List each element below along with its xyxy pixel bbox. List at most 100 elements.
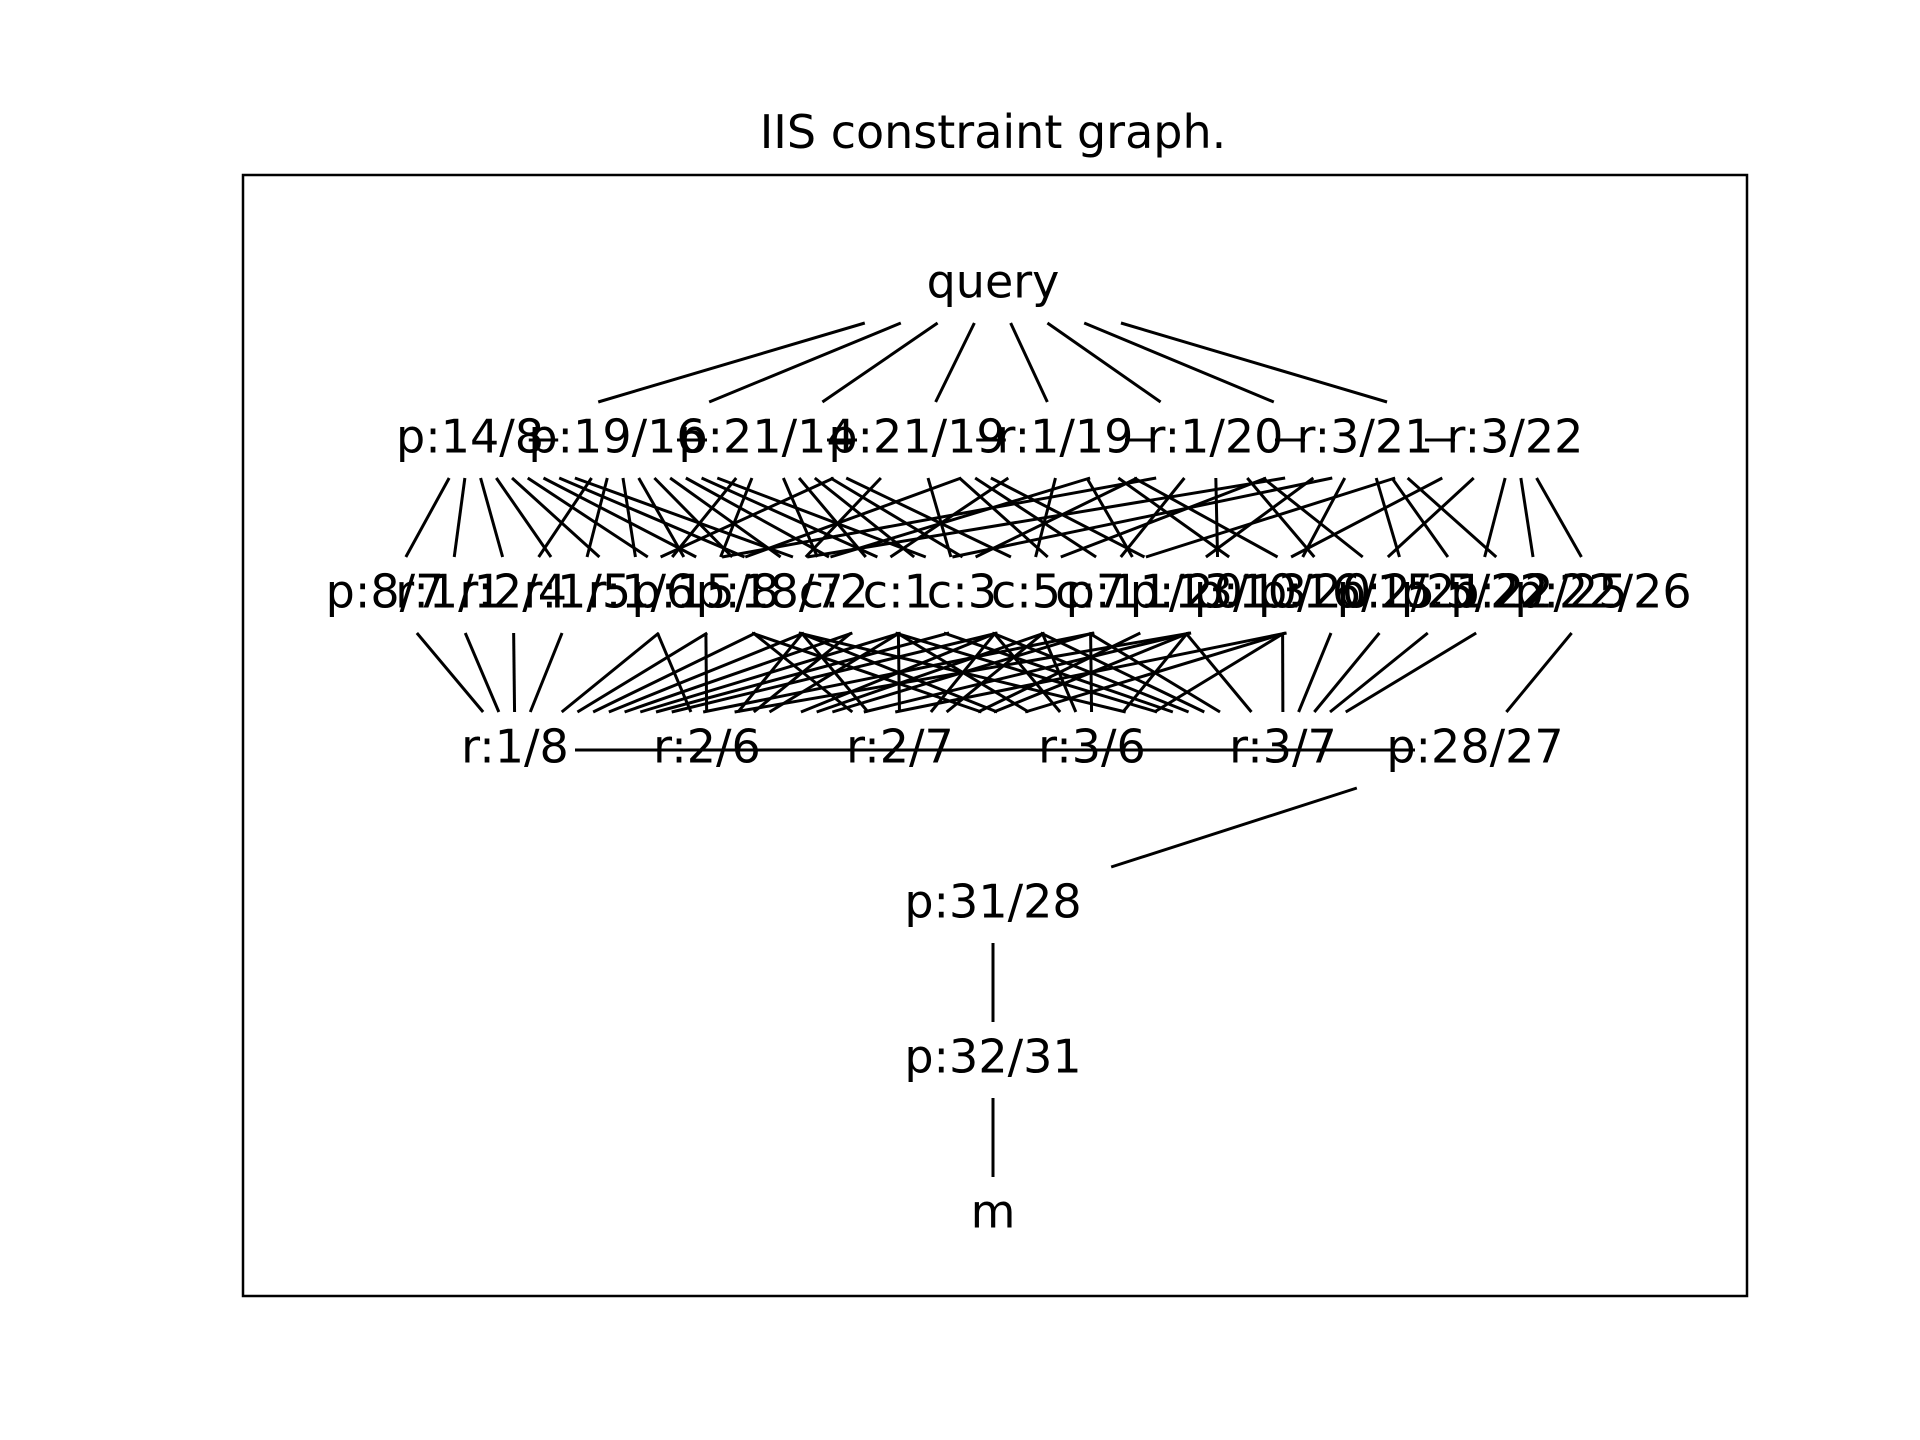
edge-r1_20-p13_13 bbox=[1214, 477, 1220, 558]
node-label-p8_7: p:8/7 bbox=[326, 565, 445, 619]
edge-p14_8-c1 bbox=[574, 476, 794, 559]
node-label-p10_20: p:10/20 bbox=[1194, 565, 1371, 619]
edge-p5_22-r3_7 bbox=[1329, 631, 1429, 714]
node-label-p21_19: p:21/19 bbox=[828, 410, 1005, 464]
node-label-r2_4: r:2/4 bbox=[459, 565, 567, 619]
node-label-r3_22: r:3/22 bbox=[1447, 410, 1584, 464]
node-label-r1_5: r:1/5 bbox=[523, 565, 631, 619]
edge-p21_19-p13_13 bbox=[990, 476, 1146, 559]
edge-r1_19-r1_6 bbox=[744, 476, 962, 559]
edge-r3_22-p18_7 bbox=[952, 476, 1333, 559]
edge-p21_14-p15_8 bbox=[719, 477, 754, 558]
edge-c7-r1_8 bbox=[655, 631, 950, 714]
edge-query-r3_22 bbox=[1120, 321, 1388, 404]
edge-query-r3_21 bbox=[1083, 321, 1275, 404]
edge-p10_20-r1_8 bbox=[702, 631, 1095, 714]
edge-p2_21-r3_7 bbox=[1313, 632, 1381, 713]
edge-r3_21-p11_20 bbox=[1205, 476, 1315, 559]
node-label-query: query bbox=[927, 255, 1060, 309]
node-label-p5_22: p:5/22 bbox=[1401, 565, 1549, 619]
edge-r1_1-r1_8 bbox=[463, 632, 501, 713]
edge-r1_19-p10_20 bbox=[1117, 476, 1231, 559]
edge-r1_20-c1 bbox=[974, 476, 1138, 559]
edge-p14_8-r1_6 bbox=[511, 476, 601, 559]
edge-p2_21-r1_8 bbox=[734, 631, 1192, 714]
edge-p2_21-r2_7 bbox=[1024, 631, 1286, 714]
edge-r3_22-p22_26 bbox=[1535, 477, 1583, 558]
edge-p28_27-p31_28 bbox=[1110, 786, 1358, 869]
node-label-p13_13: p:13/13 bbox=[1130, 565, 1307, 619]
node-label-p14_8: p:14/8 bbox=[396, 410, 544, 464]
node-label-p22_26: p:22/26 bbox=[1514, 565, 1691, 619]
node-label-r3_7: r:3/7 bbox=[1229, 720, 1337, 774]
edge-p14_8-r1_1 bbox=[452, 477, 467, 558]
edge-query-p14_8 bbox=[597, 321, 866, 404]
edge-query-p21_14 bbox=[821, 321, 939, 404]
edge-p21_14-c3 bbox=[813, 476, 916, 559]
edge-r3_22-p13_13 bbox=[1290, 476, 1443, 559]
figure-title: IIS constraint graph. bbox=[760, 105, 1227, 159]
node-label-p2_21: p:2/21 bbox=[1337, 565, 1485, 619]
node-label-r1_1: r:1/1 bbox=[395, 565, 503, 619]
edge-r3_22-p16_15 bbox=[1386, 476, 1475, 559]
edge-p11_20-r1_8 bbox=[671, 631, 998, 714]
node-label-r1_19: r:1/19 bbox=[997, 410, 1134, 464]
edge-p16_15-r3_6 bbox=[1153, 631, 1285, 714]
edge-query-r1_20 bbox=[1046, 321, 1162, 404]
node-label-p16_15: p:16/15 bbox=[1258, 565, 1435, 619]
edge-r3_22-c5 bbox=[1145, 476, 1396, 559]
edge-query-p19_16 bbox=[708, 321, 902, 404]
node-label-p22_25: p:22/25 bbox=[1450, 565, 1627, 619]
edge-p14_8-p15_8 bbox=[526, 476, 649, 559]
edge-query-r1_19 bbox=[1009, 322, 1049, 403]
node-label-r2_6: r:2/6 bbox=[653, 720, 761, 774]
edge-c1-r1_8 bbox=[608, 631, 805, 714]
edge-r1_20-p2_21 bbox=[1262, 476, 1364, 559]
node-label-c3: c:3 bbox=[927, 565, 997, 619]
edge-r3_21-p2_21 bbox=[1374, 477, 1401, 558]
edge-p19_16-c2 bbox=[669, 476, 782, 559]
edge-p19_16-c1 bbox=[685, 476, 830, 559]
edge-p21_19-r1_5 bbox=[659, 476, 835, 559]
node-label-r3_21: r:3/21 bbox=[1297, 410, 1434, 464]
edge-p19_16-c3 bbox=[700, 476, 878, 559]
edge-p11_20-r2_6 bbox=[816, 631, 1046, 714]
edge-p14_8-r2_4 bbox=[479, 477, 505, 558]
node-label-r3_6: r:3/6 bbox=[1038, 720, 1146, 774]
edge-p18_7-r1_8 bbox=[576, 631, 708, 714]
edge-p22_25-r3_7 bbox=[1344, 631, 1477, 714]
edge-c5-r1_8 bbox=[639, 631, 902, 714]
edge-p21_19-p18_7 bbox=[804, 476, 882, 559]
edge-r3_21-p22_25 bbox=[1406, 476, 1498, 559]
node-label-r1_8: r:1/8 bbox=[461, 720, 569, 774]
edge-p19_16-r1_5 bbox=[585, 477, 609, 558]
edge-p15_8-r1_8 bbox=[560, 631, 660, 714]
edge-r1_5-r1_8 bbox=[528, 632, 564, 713]
node-label-p28_27: p:28/27 bbox=[1386, 720, 1563, 774]
node-label-c2: c:2 bbox=[799, 565, 869, 619]
edge-p22_26-p28_27 bbox=[1505, 632, 1573, 713]
edge-p21_14-c5 bbox=[829, 476, 964, 559]
edge-p21_14-c2 bbox=[781, 477, 819, 558]
edge-p21_14-r1_6 bbox=[671, 477, 738, 558]
edge-r1_20-p15_8 bbox=[829, 476, 1091, 559]
edge-p19_16-p18_7 bbox=[653, 476, 734, 559]
plot-frame bbox=[241, 173, 1749, 1298]
edge-p8_7-r1_8 bbox=[415, 632, 485, 713]
edge-p21_14-c1 bbox=[797, 477, 867, 558]
node-label-p31_28: p:31/28 bbox=[904, 875, 1081, 929]
edge-r3_21-p5_22 bbox=[1390, 477, 1450, 558]
node-label-c7: c:7 bbox=[1055, 565, 1125, 619]
edge-r1_20-c7 bbox=[1119, 477, 1186, 558]
node-label-p18_7: p:18/7 bbox=[696, 565, 844, 619]
node-label-p11_20: p:11/20 bbox=[1066, 565, 1243, 619]
node-label-p21_14: p:21/14 bbox=[678, 410, 855, 464]
edge-r1_20-p16_15 bbox=[1246, 477, 1316, 558]
edge-p14_8-c2 bbox=[558, 476, 746, 559]
edge-r2_4-r1_8 bbox=[512, 632, 517, 713]
node-label-m: m bbox=[971, 1185, 1016, 1239]
edge-p16_15-r3_7 bbox=[1297, 632, 1333, 713]
edge-p16_15-r2_6 bbox=[863, 631, 1191, 714]
edge-p21_19-p11_20 bbox=[974, 476, 1097, 559]
